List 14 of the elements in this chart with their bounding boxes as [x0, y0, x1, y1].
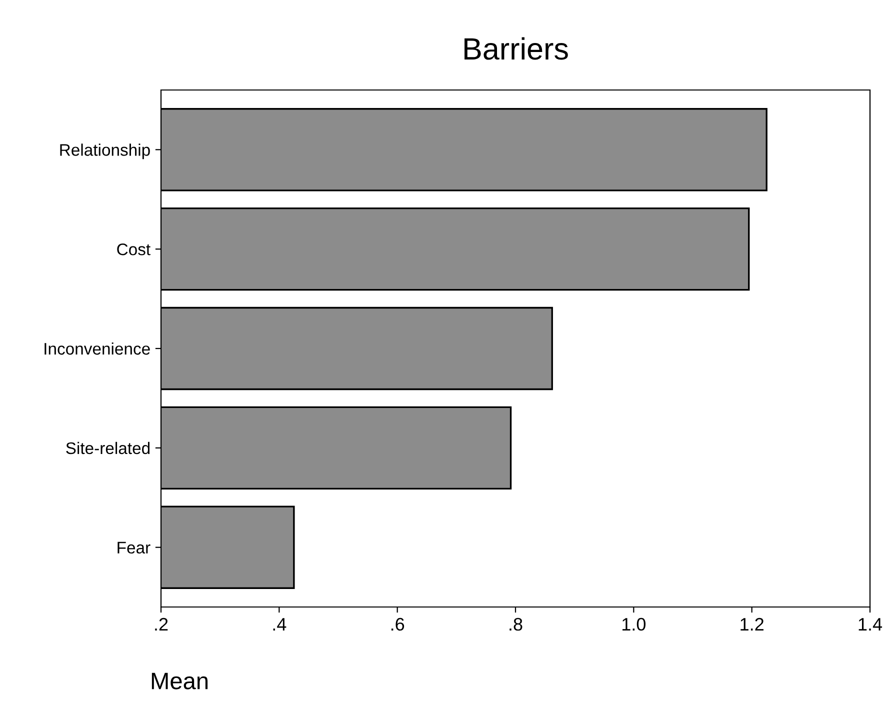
x-tick-label: 1.0	[622, 618, 646, 631]
chart-title: Barriers	[464, 37, 568, 60]
y-tick-label: Site-related	[66, 442, 150, 454]
x-tick-label: .2	[155, 618, 168, 630]
y-tick-label: Fear	[118, 542, 150, 554]
y-tick-label: Inconvenience	[44, 342, 150, 355]
x-tick-label: .8	[510, 618, 522, 631]
y-tick-label: Relationship	[60, 144, 150, 160]
x-tick-label: .6	[391, 618, 404, 631]
x-tick-label: 1.4	[858, 618, 882, 630]
x-tick-label: .4	[273, 618, 286, 630]
x-axis-title: Mean	[152, 672, 208, 690]
x-tick-label: 1.2	[740, 618, 764, 630]
y-tick-label: Cost	[117, 243, 150, 256]
